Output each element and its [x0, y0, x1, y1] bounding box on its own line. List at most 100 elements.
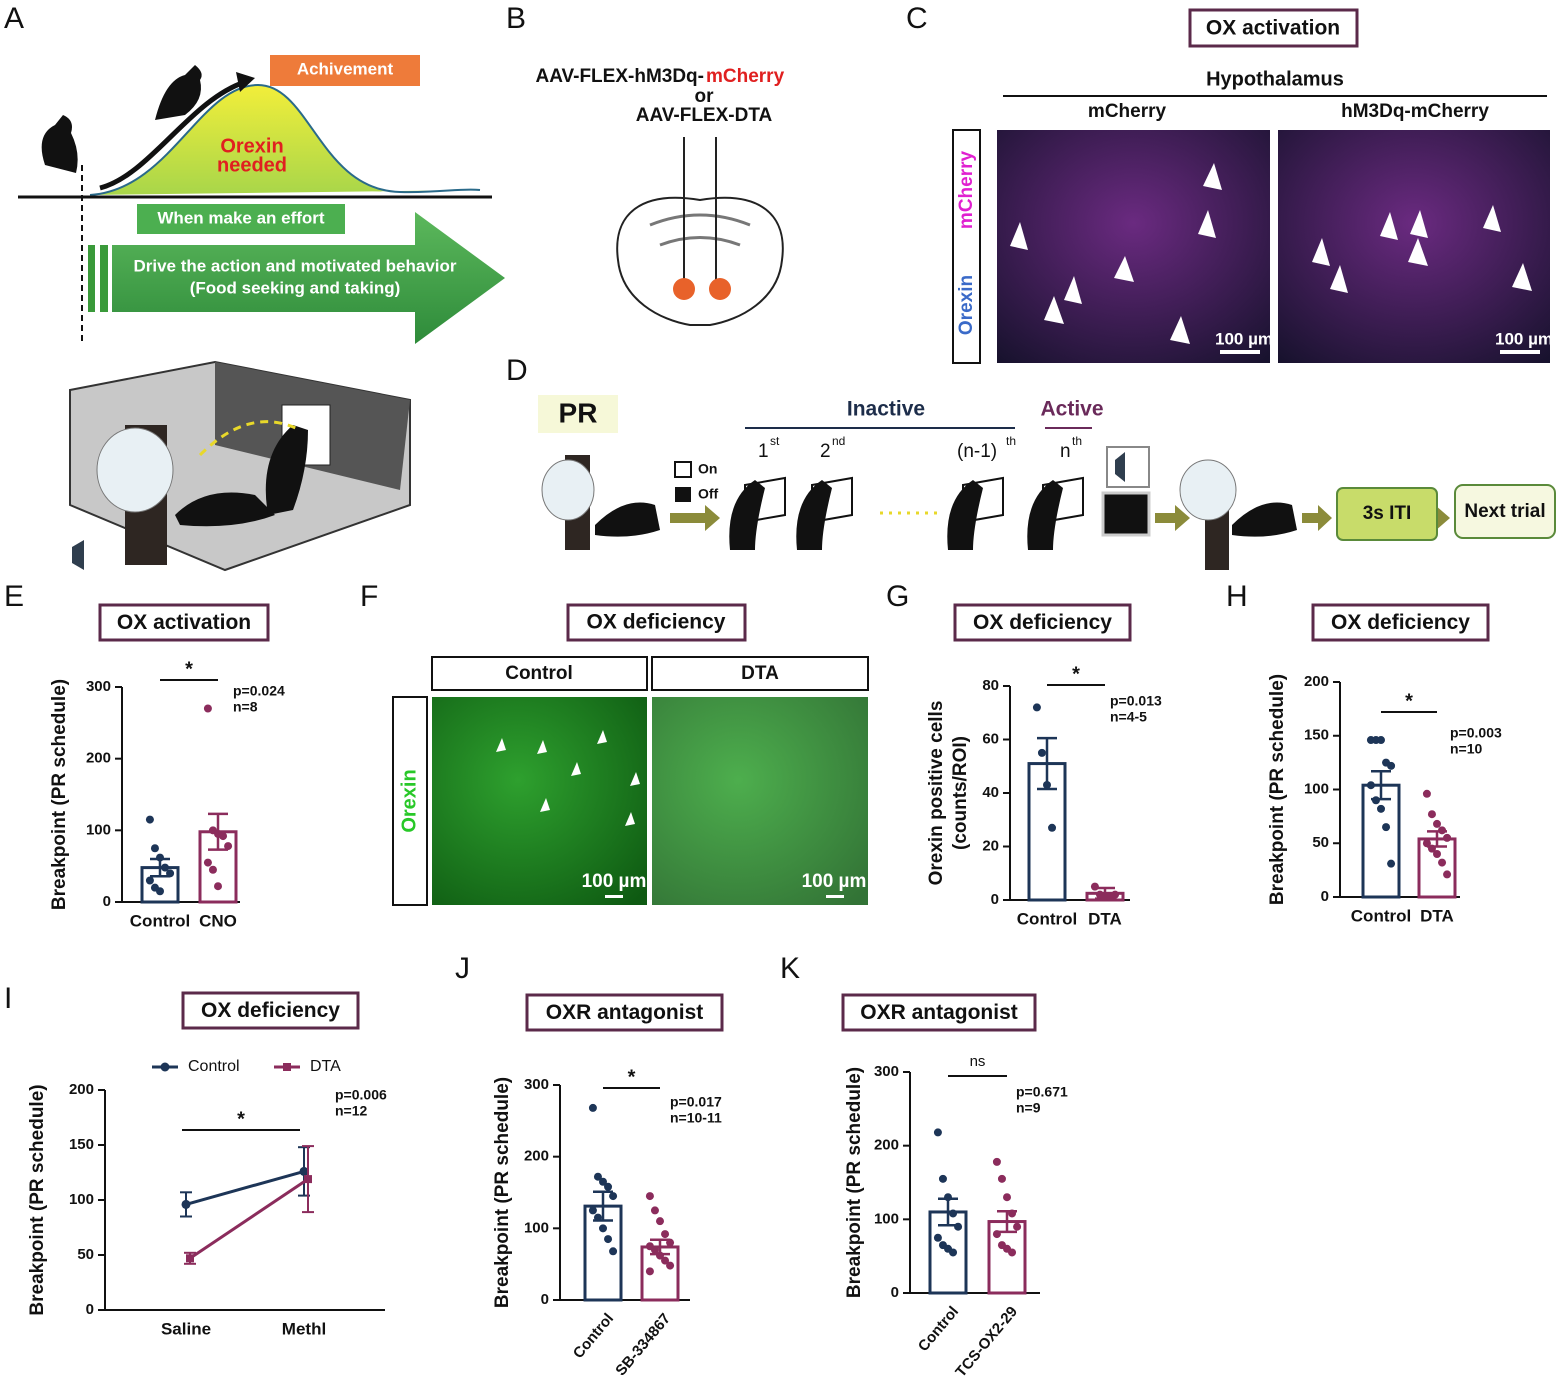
title-box — [1311, 603, 1490, 642]
x-tick-label: Control — [915, 1303, 962, 1355]
title-box — [98, 603, 270, 642]
data-point — [1377, 736, 1385, 745]
y-axis-label: Breakpoint (PR schedule) — [49, 679, 70, 910]
row-box — [952, 129, 981, 364]
series-line — [189, 1177, 309, 1260]
data-point — [666, 1261, 675, 1270]
press-label: n — [1060, 441, 1071, 462]
x-tick-label: DTA — [1088, 909, 1122, 928]
y-tick-label: 150 — [69, 1136, 94, 1153]
data-point — [666, 1238, 675, 1247]
chart-title: OXR antagonist — [546, 1001, 704, 1024]
scale-label: 100 µm — [582, 871, 647, 892]
achievement-text: Achivement — [297, 59, 394, 78]
y-tick-label: 100 — [69, 1191, 94, 1208]
panel-label: H — [1226, 580, 1248, 613]
curve-label: Orexin — [220, 135, 283, 157]
data-point — [992, 1230, 1001, 1239]
y-tick-label: 50 — [1312, 834, 1329, 851]
data-point — [599, 1224, 607, 1233]
significance-label: * — [1072, 663, 1080, 685]
stats-label: n=12 — [335, 1103, 368, 1119]
marker — [186, 1254, 194, 1263]
data-point — [593, 1172, 602, 1181]
data-point — [661, 1230, 670, 1239]
data-point — [1377, 804, 1385, 813]
injection-site — [709, 278, 731, 300]
column-label: DTA — [741, 663, 779, 684]
data-point — [1037, 748, 1046, 757]
stats-label: p=0.003 — [1450, 725, 1502, 741]
arrowheads — [1010, 163, 1532, 344]
data-point — [156, 853, 164, 862]
y-tick-label: 0 — [891, 1284, 899, 1301]
row-label: Orexin — [398, 769, 420, 832]
pr-label: PR — [559, 397, 598, 428]
y-tick-label: 0 — [86, 1301, 94, 1318]
y-axis-label: Breakpoint (PR schedule) — [492, 1077, 513, 1308]
data-point — [661, 1256, 670, 1265]
panel-c: OX activation Hypothalamus mCherry hM3Dq… — [952, 8, 1553, 364]
data-point — [656, 1217, 664, 1226]
panel-label: I — [4, 982, 12, 1015]
marker — [304, 1175, 312, 1184]
drive-text: (Food seeking and taking) — [190, 278, 401, 297]
data-point — [1427, 810, 1436, 819]
next-box — [1454, 484, 1556, 539]
data-point — [944, 1193, 952, 1202]
data-point — [656, 1251, 664, 1260]
mouse-icon — [155, 65, 202, 120]
data-point — [933, 1128, 942, 1137]
press-label: 2 — [820, 441, 831, 462]
data-point — [1422, 789, 1431, 798]
press-label: (n-1) — [957, 441, 997, 462]
data-point — [156, 887, 164, 896]
y-axis-label: Breakpoint (PR schedule) — [844, 1067, 865, 1298]
stats-label: p=0.671 — [1016, 1084, 1068, 1100]
data-point — [1043, 780, 1051, 789]
y-tick-label: 50 — [77, 1246, 94, 1263]
data-point — [1371, 796, 1380, 805]
x-tick-label: DTA — [1420, 906, 1454, 925]
data-point — [992, 1157, 1001, 1166]
drive-arrow — [112, 212, 505, 344]
marker — [181, 1199, 191, 1209]
data-point — [650, 1245, 659, 1254]
x-tick-label: Control — [1017, 909, 1077, 928]
stats-label: n=4-5 — [1110, 709, 1147, 725]
achievement-box — [270, 55, 420, 86]
data-point — [166, 869, 175, 878]
data-point — [1438, 858, 1447, 867]
vector-label: AAV-FLEX-hM3Dq- — [535, 66, 704, 87]
pellet-jar — [96, 427, 174, 513]
data-point — [224, 842, 233, 851]
data-point — [954, 1222, 963, 1231]
press-icons — [729, 446, 1450, 570]
y-tick-label: 0 — [991, 891, 999, 908]
stats-label: n=9 — [1016, 1100, 1041, 1116]
data-point — [593, 1213, 602, 1222]
inactive-label: Inactive — [847, 398, 925, 421]
data-point — [145, 815, 154, 824]
data-point — [599, 1177, 607, 1186]
title-box — [181, 991, 360, 1030]
scale-label: 100 µm — [802, 871, 867, 892]
micrograph — [652, 697, 868, 905]
data-point — [1427, 844, 1436, 853]
data-point — [1003, 1193, 1011, 1202]
data-point — [949, 1209, 958, 1218]
panel-d: PR On Off Inactive Active 1 st 2 nd (n-1… — [538, 395, 1556, 570]
x-tick-label: CNO — [199, 911, 237, 930]
scale-label: 100 µm — [1215, 329, 1273, 348]
scale-bar — [1500, 350, 1540, 354]
data-point — [208, 865, 217, 874]
y-tick-label: 100 — [86, 821, 111, 838]
data-point — [609, 1192, 618, 1201]
vector-label: AAV-FLEX-DTA — [636, 105, 773, 126]
data-point — [203, 858, 212, 867]
data-point — [145, 876, 154, 885]
panel-b: AAV-FLEX-hM3Dq- mCherry or AAV-FLEX-DTA — [535, 66, 785, 326]
data-point — [609, 1247, 618, 1256]
data-point — [1433, 850, 1441, 858]
stats-label: p=0.017 — [670, 1094, 722, 1110]
